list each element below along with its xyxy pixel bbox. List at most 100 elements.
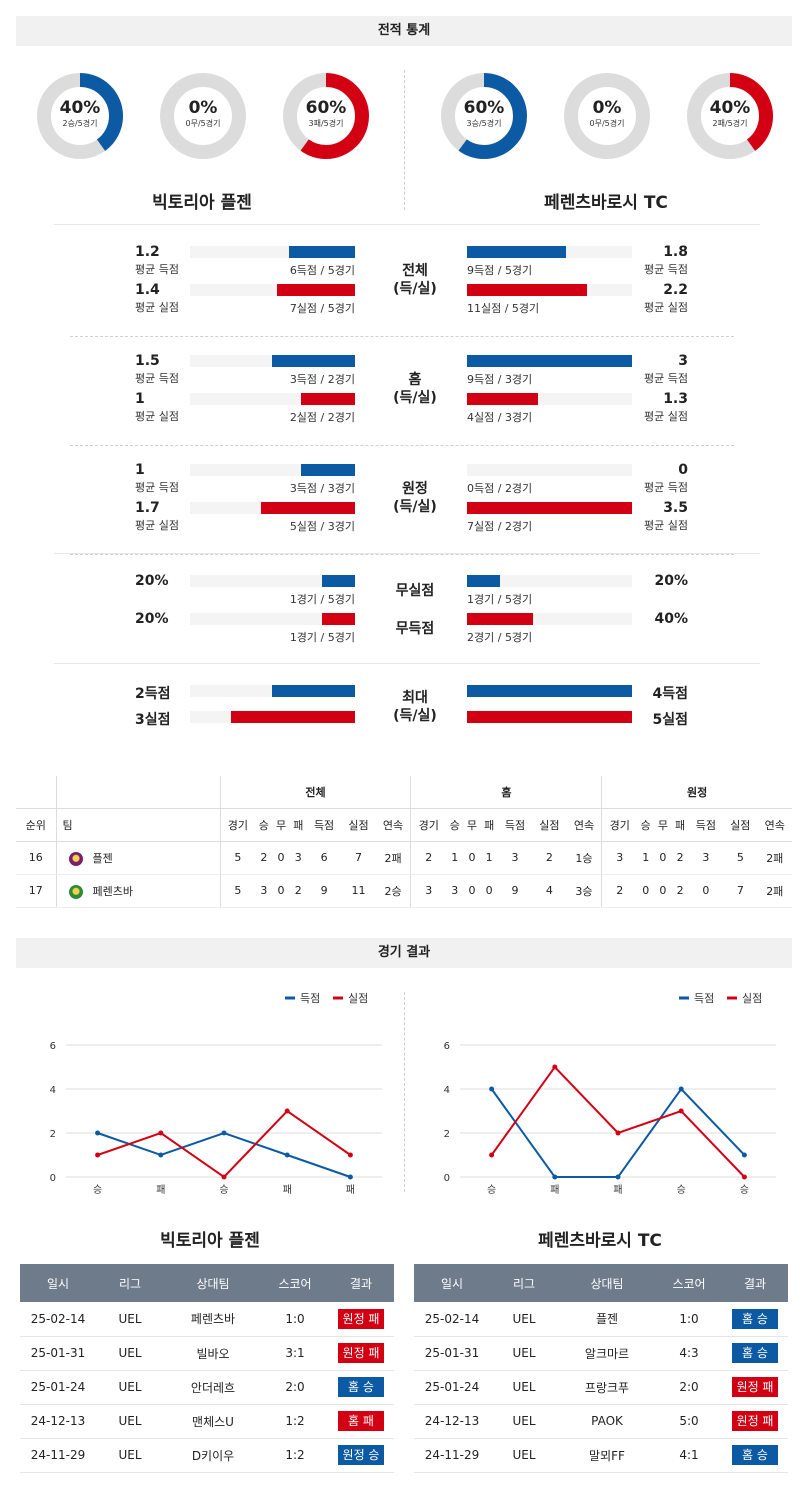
right-scored-detail: 0득점 / 2경기 <box>467 482 533 495</box>
donut-percent: 40% <box>709 98 751 118</box>
left-max-scored-bar <box>272 685 355 697</box>
right-scored-detail: 9득점 / 5경기 <box>467 264 533 277</box>
data-point[interactable] <box>284 1152 290 1158</box>
data-point[interactable] <box>678 1086 684 1092</box>
divider <box>404 70 405 210</box>
left-conceded-bar <box>301 393 355 405</box>
result-badge: 홈 패 <box>338 1411 384 1431</box>
series-line-0 <box>97 1131 351 1178</box>
team-cell[interactable]: 플젠 <box>55 841 220 875</box>
match-date: 25-01-24 <box>20 1370 96 1405</box>
stat-away: 0 <box>637 874 655 908</box>
left-avg-scored-label: 평균 득점 <box>135 481 179 494</box>
data-point[interactable] <box>489 1086 495 1092</box>
standings-row: 17 페렌츠바 5 3 0 2 9 11 2승 3 3 0 0 9 4 3승 2 0 0 2 0 7 2패 <box>16 874 792 908</box>
left-clean-sheet-bar-track <box>190 575 355 587</box>
data-point[interactable] <box>284 1108 290 1114</box>
data-point[interactable] <box>741 1152 747 1158</box>
result-row[interactable]: 25-02-14 UEL 페렌츠바 1:0 원정 패 <box>20 1302 394 1337</box>
left-donut-0: 40% 2승/5경기 <box>37 73 123 159</box>
data-point[interactable] <box>741 1174 747 1180</box>
data-point[interactable] <box>158 1130 164 1136</box>
right-avg-conceded-value: 3.5 <box>663 500 688 516</box>
data-point[interactable] <box>221 1130 227 1136</box>
legend-label-0[interactable]: 득점 <box>694 992 714 1005</box>
legend-label-1[interactable]: 실점 <box>348 992 368 1005</box>
data-point[interactable] <box>489 1152 495 1158</box>
stat-away: 7 <box>723 874 758 908</box>
data-point[interactable] <box>678 1108 684 1114</box>
x-tick-label: 승 <box>740 1184 749 1196</box>
left-scored-detail: 3득점 / 2경기 <box>289 373 355 386</box>
result-row[interactable]: 25-01-31 UEL 빌바오 3:1 원정 패 <box>20 1336 394 1371</box>
left-avg-conceded-label: 평균 실점 <box>135 410 179 423</box>
stat-home: 2 <box>532 841 567 875</box>
right-team-name: 페렌츠바로시 TC <box>544 193 668 213</box>
result-row[interactable]: 25-01-31 UEL 알크마르 4:3 홈 승 <box>414 1336 788 1371</box>
left-conceded-detail: 7실점 / 5경기 <box>289 302 355 315</box>
right-conceded-detail: 11실점 / 5경기 <box>467 302 540 315</box>
results-header: 상대팀 <box>558 1264 656 1302</box>
y-tick-label: 4 <box>50 1085 56 1096</box>
head-col-home: 승 <box>446 808 464 842</box>
data-point[interactable] <box>552 1064 558 1070</box>
data-point[interactable] <box>615 1174 621 1180</box>
result-row[interactable]: 25-01-24 UEL 안더레흐 2:0 홈 승 <box>20 1370 394 1405</box>
data-point[interactable] <box>552 1174 558 1180</box>
result-row[interactable]: 24-11-29 UEL D키이우 1:2 원정 승 <box>20 1438 394 1473</box>
right-clean-sheet-detail: 1경기 / 5경기 <box>467 593 533 606</box>
donut-subtext: 2승/5경기 <box>62 119 98 128</box>
data-point[interactable] <box>95 1130 101 1136</box>
legend-label-1[interactable]: 실점 <box>742 992 762 1005</box>
stat-all: 3 <box>255 874 273 908</box>
data-point[interactable] <box>347 1174 353 1180</box>
compare-label-main: 원정 <box>402 481 428 497</box>
result-badge: 원정 승 <box>338 1445 384 1465</box>
head-col-away: 실점 <box>723 808 758 842</box>
head-team: 팀 <box>55 808 220 842</box>
stat-away: 1 <box>637 841 655 875</box>
data-point[interactable] <box>347 1152 353 1158</box>
stat-away: 0 <box>688 874 724 908</box>
match-date: 24-12-13 <box>414 1404 490 1439</box>
right-conceded-detail: 4실점 / 3경기 <box>467 411 533 424</box>
team-name: 페렌츠바 <box>92 884 133 898</box>
score: 3:1 <box>262 1336 328 1371</box>
stat-home: 4 <box>532 874 567 908</box>
legend-label-0[interactable]: 득점 <box>300 992 320 1005</box>
separator <box>70 445 734 446</box>
right-donut-1: 0% 0무/5경기 <box>564 73 650 159</box>
donut-percent: 0% <box>188 98 218 118</box>
right-scored-bar-track <box>467 464 632 476</box>
stat-home: 9 <box>497 874 533 908</box>
match-date: 25-02-14 <box>20 1302 96 1337</box>
score: 1:0 <box>262 1302 328 1337</box>
result-row[interactable]: 24-12-13 UEL PAOK 5:0 원정 패 <box>414 1404 788 1439</box>
series-line-1 <box>97 1109 351 1179</box>
clean-sheet-label: 무실점 <box>395 583 435 599</box>
compare-label-sub: (득/실) <box>393 499 437 515</box>
right-scored-bar <box>467 246 566 258</box>
result-badge: 원정 패 <box>732 1411 778 1431</box>
data-point[interactable] <box>615 1130 621 1136</box>
result-row[interactable]: 25-01-24 UEL 프랑크푸 2:0 원정 패 <box>414 1370 788 1405</box>
result-row[interactable]: 25-02-14 UEL 플젠 1:0 홈 승 <box>414 1302 788 1337</box>
right-results-table: 일시 리그 상대팀 스코어 결과 25-02-14 UEL 플젠 1:0 홈 승 25-01-31 U… <box>414 1264 788 1473</box>
no-goal-label: 무득점 <box>395 621 435 637</box>
league: UEL <box>96 1438 164 1473</box>
right-donut-0: 60% 3승/5경기 <box>441 73 527 159</box>
stat-all: 11 <box>341 874 376 908</box>
right-scored-bar <box>467 355 632 367</box>
result-badge: 홈 승 <box>732 1308 778 1329</box>
max-label: 최대 (득/실) <box>370 689 460 725</box>
result-row[interactable]: 24-12-13 UEL 맨체스U 1:2 홈 패 <box>20 1404 394 1439</box>
data-point[interactable] <box>158 1152 164 1158</box>
team-cell[interactable]: 페렌츠바 <box>55 874 220 908</box>
data-point[interactable] <box>95 1152 101 1158</box>
y-tick-label: 4 <box>444 1085 450 1096</box>
data-point[interactable] <box>221 1174 227 1180</box>
left-no-goal-bar-track <box>190 613 355 625</box>
series-line-1 <box>490 1065 746 1178</box>
result-row[interactable]: 24-11-29 UEL 말뫼FF 4:1 홈 승 <box>414 1438 788 1473</box>
separator <box>54 224 760 225</box>
